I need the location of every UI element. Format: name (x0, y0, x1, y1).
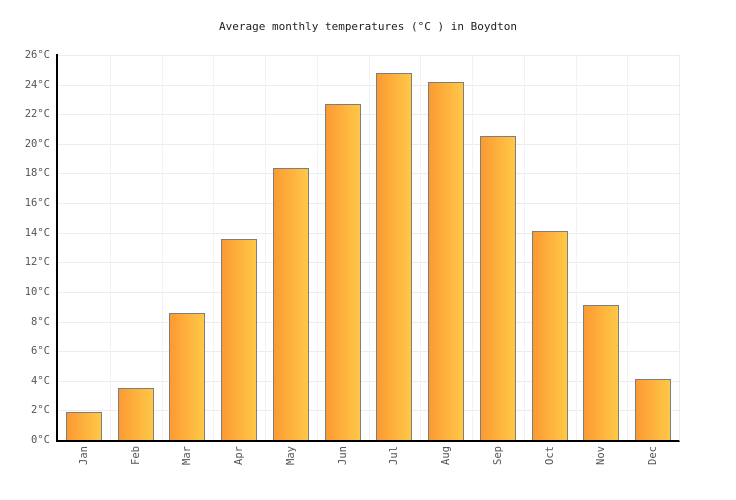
temperature-bar[interactable] (479, 136, 516, 440)
x-tick-label: Jan (77, 446, 90, 465)
y-tick-label: 4°C (31, 374, 50, 387)
y-tick-label: 18°C (24, 167, 50, 180)
gridline-vertical (316, 55, 318, 440)
x-tick-label: Aug (440, 446, 453, 465)
x-tick-label: May (284, 446, 297, 465)
x-tick-label: Nov (595, 446, 608, 465)
gridline-vertical (161, 55, 163, 440)
temperature-bar[interactable] (221, 238, 258, 440)
x-tick-label: Dec (647, 446, 660, 465)
temperature-bar[interactable] (376, 72, 413, 440)
y-tick-label: 2°C (31, 404, 50, 417)
y-tick-label: 10°C (24, 285, 50, 298)
gridline-vertical (109, 55, 111, 440)
y-tick-label: 12°C (24, 256, 50, 269)
y-tick-label: 8°C (31, 315, 50, 328)
x-tick-label: Sep (491, 446, 504, 465)
y-tick-label: 14°C (24, 226, 50, 239)
plot-area (56, 54, 680, 442)
y-tick-label: 6°C (31, 345, 50, 358)
temperature-bar[interactable] (169, 312, 206, 440)
gridline-vertical (472, 55, 473, 440)
x-tick-label: Apr (233, 446, 246, 465)
x-tick-label: Oct (543, 446, 556, 465)
gridline-vertical (420, 55, 422, 440)
gridline-vertical (523, 55, 525, 440)
y-tick-label: 26°C (24, 49, 50, 61)
gridline-vertical (368, 55, 370, 440)
gridline-vertical (627, 55, 629, 440)
temperature-bar[interactable] (272, 167, 309, 440)
temperature-bar[interactable] (583, 305, 620, 440)
gridline-vertical (575, 55, 577, 440)
x-tick-label: Jul (388, 446, 401, 465)
gridline-vertical (265, 55, 266, 440)
temperature-bar[interactable] (635, 379, 672, 440)
temperature-bar[interactable] (65, 411, 102, 440)
x-tick-label: Feb (129, 446, 142, 465)
y-tick-label: 16°C (24, 197, 50, 210)
temperature-bar[interactable] (324, 103, 361, 440)
y-tick-label: 0°C (31, 434, 50, 446)
x-tick-label: Mar (181, 446, 194, 465)
x-tick-label: Jun (336, 446, 349, 465)
temperature-bar[interactable] (117, 388, 154, 440)
gridline-vertical (213, 55, 215, 440)
chart-title: Average monthly temperatures (°C ) in Bo… (218, 20, 517, 33)
y-tick-label: 20°C (24, 137, 50, 150)
temperature-bar[interactable] (531, 231, 568, 440)
y-tick-label: 22°C (24, 108, 50, 121)
temperature-bar[interactable] (428, 81, 465, 440)
y-tick-label: 24°C (24, 78, 50, 91)
